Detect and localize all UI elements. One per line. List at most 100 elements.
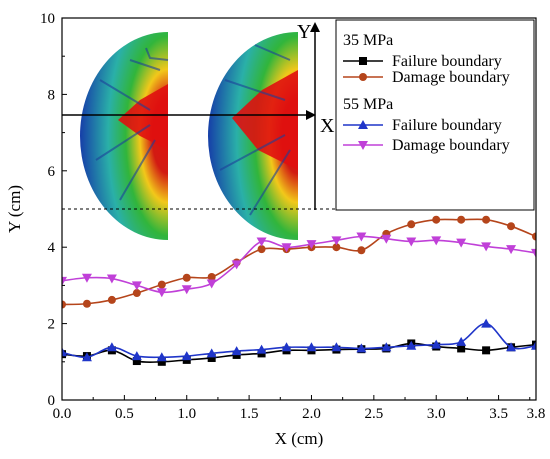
data-point [432,215,441,224]
legend-label: Failure boundary [392,53,502,70]
data-point [81,352,92,362]
legend-group-55mpa: 55 MPa [343,96,393,113]
x-tick-label: 2.5 [364,406,383,422]
data-point [62,347,67,357]
data-point [407,220,416,229]
data-point [381,234,392,244]
data-point [231,260,242,270]
series-2 [62,318,536,362]
legend-group-35mpa: 35 MPa [343,32,393,49]
data-point [357,246,366,255]
data-point [131,351,142,361]
data-point [456,238,467,248]
data-point [206,348,217,358]
y-tick-label: 6 [48,164,56,180]
data-point [156,352,167,362]
inset-axes: Y X [62,21,335,210]
data-point [207,353,216,362]
data-point [481,318,492,328]
data-point [356,232,367,242]
data-point [331,342,342,352]
legend-entry-0: Failure boundary [343,53,502,70]
series-line-3 [62,235,536,294]
data-point [406,340,417,350]
data-point [106,342,117,352]
legend-marker [359,57,367,65]
data-point [531,248,536,258]
data-point [481,242,492,252]
legend-entry-2: Failure boundary [343,117,502,134]
data-point [207,272,216,281]
x-axis-label: X (cm) [275,429,324,448]
legend-label: Damage boundary [392,137,510,154]
x-tick-label: 0.0 [53,406,72,422]
data-point [532,232,536,241]
data-point [381,342,392,352]
series-3 [62,232,536,298]
data-point [106,274,117,284]
data-point [231,346,242,356]
inset-image-55mpa [208,32,298,240]
data-point [306,240,317,250]
legend-entry-3: Damage boundary [343,137,510,154]
data-point [506,342,517,352]
data-point [331,236,342,246]
data-point [281,243,292,253]
legend-box [335,19,535,211]
series-0 [62,339,536,366]
x-tick-label: 3.0 [427,406,446,422]
x-tick-label: 1.0 [177,406,196,422]
x-tick-label: 3.8 [527,406,546,422]
data-point [431,236,442,246]
legend-marker [359,73,367,81]
data-point [181,351,192,361]
x-tick-label: 2.0 [302,406,321,422]
data-point [206,279,217,289]
x-tick-label: 0.5 [115,406,134,422]
y-tick-label: 0 [48,393,56,409]
x-tick-label: 3.5 [489,406,508,422]
inset-image-35mpa [80,32,169,240]
series-layer [62,215,536,366]
data-point [406,237,417,247]
data-point [107,295,116,304]
data-point [431,339,442,349]
data-point [62,276,67,286]
data-point [181,285,192,295]
data-point [62,300,66,309]
data-point [531,340,536,350]
inset-simulation-images [80,32,298,240]
data-point [182,273,191,282]
data-point [281,342,292,352]
data-point [332,243,341,252]
y-tick-label: 8 [48,87,56,103]
data-point [132,289,141,298]
data-point [81,273,92,283]
data-point [156,288,167,298]
data-point [457,215,466,224]
tick-layer: 0.0 0.5 1.0 1.5 2.0 2.5 3.0 3.5 3.8 0 2 4 6 8 10 [40,11,545,422]
data-point [482,346,491,355]
data-point [256,344,267,354]
y-tick-label: 10 [40,11,55,27]
data-point [356,343,367,353]
inset-y-label: Y [297,21,311,43]
data-point [506,245,517,255]
y-axis-label: Y (cm) [5,185,24,233]
inset-x-label: X [320,115,335,137]
legend-label: Damage boundary [392,69,510,86]
data-point [482,215,491,224]
data-point [131,281,142,291]
x-tick-label: 1.5 [240,406,259,422]
data-point [457,344,466,353]
data-point [157,357,166,366]
legend-entry-1: Damage boundary [343,69,510,86]
data-point [257,245,266,254]
data-point [256,237,267,247]
data-point [82,299,91,308]
legend-label: Failure boundary [392,117,502,134]
legend-marker [358,141,368,150]
